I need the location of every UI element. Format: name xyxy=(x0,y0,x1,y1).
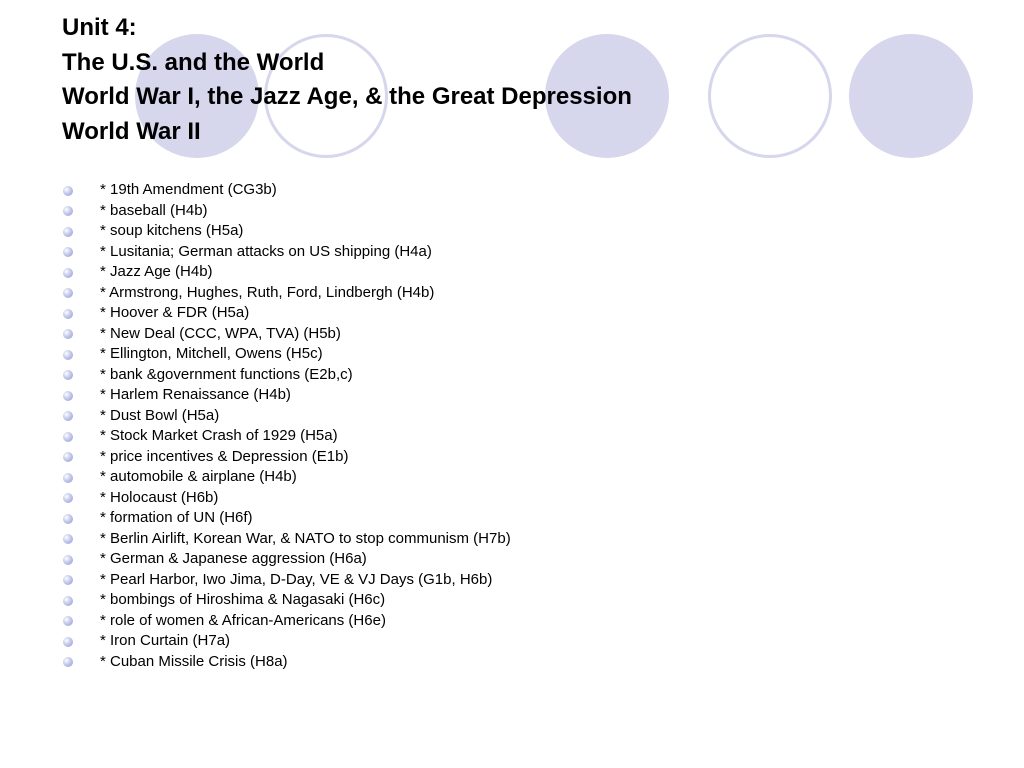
decorative-circle-filled xyxy=(545,34,669,158)
bullet-item: * Pearl Harbor, Iwo Jima, D-Day, VE & VJ… xyxy=(62,570,511,591)
title-line-unit: Unit 4: xyxy=(62,14,137,41)
slide-title: Unit 4: The U.S. and the World World War… xyxy=(62,11,632,149)
bullet-item: * Lusitania; German attacks on US shippi… xyxy=(62,242,511,263)
bullet-item: * Ellington, Mitchell, Owens (H5c) xyxy=(62,344,511,365)
bullet-dot-icon xyxy=(63,657,73,667)
bullet-item: * bank &government functions (E2b,c) xyxy=(62,365,511,386)
bullet-item: * automobile & airplane (H4b) xyxy=(62,467,511,488)
bullet-item: * role of women & African-Americans (H6e… xyxy=(62,611,511,632)
bullet-item: * Cuban Missile Crisis (H8a) xyxy=(62,652,511,673)
bullet-text: * Pearl Harbor, Iwo Jima, D-Day, VE & VJ… xyxy=(100,570,493,588)
bullet-text: * German & Japanese aggression (H6a) xyxy=(100,550,367,567)
bullet-item: * Iron Curtain (H7a) xyxy=(62,631,511,652)
bullet-text: * Armstrong, Hughes, Ruth, Ford, Lindber… xyxy=(100,283,435,301)
bullet-text: * Jazz Age (H4b) xyxy=(100,263,213,280)
bullet-text: * Stock Market Crash of 1929 (H5a) xyxy=(100,427,338,444)
bullet-dot-icon xyxy=(63,247,73,257)
bullet-dot-icon xyxy=(63,329,73,339)
bullet-item: * formation of UN (H6f) xyxy=(62,508,511,529)
bullet-text: * soup kitchens (H5a) xyxy=(100,222,244,239)
bullet-dot-icon xyxy=(63,185,73,196)
bullet-dot-icon xyxy=(63,390,73,401)
bullet-dot-icon xyxy=(63,370,73,380)
bullet-dot-icon xyxy=(63,636,73,647)
bullet-item: * 19th Amendment (CG3b) xyxy=(62,180,511,201)
decorative-circle-filled xyxy=(849,34,973,158)
bullet-text: * role of women & African-Americans (H6e… xyxy=(100,611,386,629)
title-line-wwi-jazz-depression: World War I, the Jazz Age, & the Great D… xyxy=(62,83,632,110)
bullet-text: * Berlin Airlift, Korean War, & NATO to … xyxy=(100,529,511,547)
bullet-dot-icon xyxy=(63,534,73,544)
bullet-item: * Holocaust (H6b) xyxy=(62,488,511,509)
bullet-dot-icon xyxy=(63,616,73,626)
bullet-dot-icon xyxy=(63,411,73,421)
bullet-dot-icon xyxy=(63,349,73,360)
bullet-dot-icon xyxy=(63,575,73,585)
bullet-item: * Jazz Age (H4b) xyxy=(62,262,511,283)
bullet-item: * Dust Bowl (H5a) xyxy=(62,406,511,427)
bullet-item: * Berlin Airlift, Korean War, & NATO to … xyxy=(62,529,511,550)
bullet-dot-icon xyxy=(63,513,73,524)
title-line-us-and-world: The U.S. and the World xyxy=(62,48,325,76)
bullet-dot-icon xyxy=(63,595,73,606)
bullet-text: * Ellington, Mitchell, Owens (H5c) xyxy=(100,345,323,362)
bullet-item: * soup kitchens (H5a) xyxy=(62,221,511,242)
bullet-text: * price incentives & Depression (E1b) xyxy=(100,447,349,465)
bullet-dot-icon xyxy=(63,226,73,237)
bullet-item: * price incentives & Depression (E1b) xyxy=(62,447,511,468)
bullet-text: * Cuban Missile Crisis (H8a) xyxy=(100,652,288,670)
bullet-text: * bank &government functions (E2b,c) xyxy=(100,365,353,383)
bullet-item: * Stock Market Crash of 1929 (H5a) xyxy=(62,426,511,447)
bullet-text: * Iron Curtain (H7a) xyxy=(100,632,231,649)
bullet-text: * automobile & airplane (H4b) xyxy=(100,468,297,485)
bullet-item: * bombings of Hiroshima & Nagasaki (H6c) xyxy=(62,590,511,611)
bullet-list: * 19th Amendment (CG3b) * baseball (H4b) *… xyxy=(62,180,511,672)
bullet-dot-icon xyxy=(63,493,73,503)
bullet-text: * Hoover & FDR (H5a) xyxy=(100,304,250,321)
bullet-text: * 19th Amendment (CG3b) xyxy=(100,181,277,198)
decorative-circle-outline xyxy=(264,34,388,158)
bullet-dot-icon xyxy=(63,431,73,442)
bullet-text: * Harlem Renaissance (H4b) xyxy=(100,386,291,403)
decorative-circle-outline xyxy=(708,34,832,158)
bullet-text: * baseball (H4b) xyxy=(100,201,208,219)
bullet-item: * baseball (H4b) xyxy=(62,201,511,222)
bullet-text: * formation of UN (H6f) xyxy=(100,509,253,526)
bullet-dot-icon xyxy=(63,472,73,483)
bullet-item: * Hoover & FDR (H5a) xyxy=(62,303,511,324)
bullet-dot-icon xyxy=(63,288,73,298)
bullet-dot-icon xyxy=(63,267,73,278)
bullet-item: * Harlem Renaissance (H4b) xyxy=(62,385,511,406)
bullet-dot-icon xyxy=(63,452,73,462)
bullet-item: * German & Japanese aggression (H6a) xyxy=(62,549,511,570)
bullet-dot-icon xyxy=(63,206,73,216)
bullet-text: * Holocaust (H6b) xyxy=(100,488,219,506)
decorative-circle-filled xyxy=(135,34,259,158)
title-line-wwii: World War II xyxy=(62,117,201,145)
bullet-text: * Dust Bowl (H5a) xyxy=(100,406,220,424)
bullet-item: * New Deal (CCC, WPA, TVA) (H5b) xyxy=(62,324,511,345)
bullet-dot-icon xyxy=(63,554,73,565)
bullet-text: * New Deal (CCC, WPA, TVA) (H5b) xyxy=(100,324,341,342)
bullet-text: * Lusitania; German attacks on US shippi… xyxy=(100,242,432,260)
bullet-text: * bombings of Hiroshima & Nagasaki (H6c) xyxy=(100,591,386,608)
bullet-dot-icon xyxy=(63,308,73,319)
bullet-item: * Armstrong, Hughes, Ruth, Ford, Lindber… xyxy=(62,283,511,304)
